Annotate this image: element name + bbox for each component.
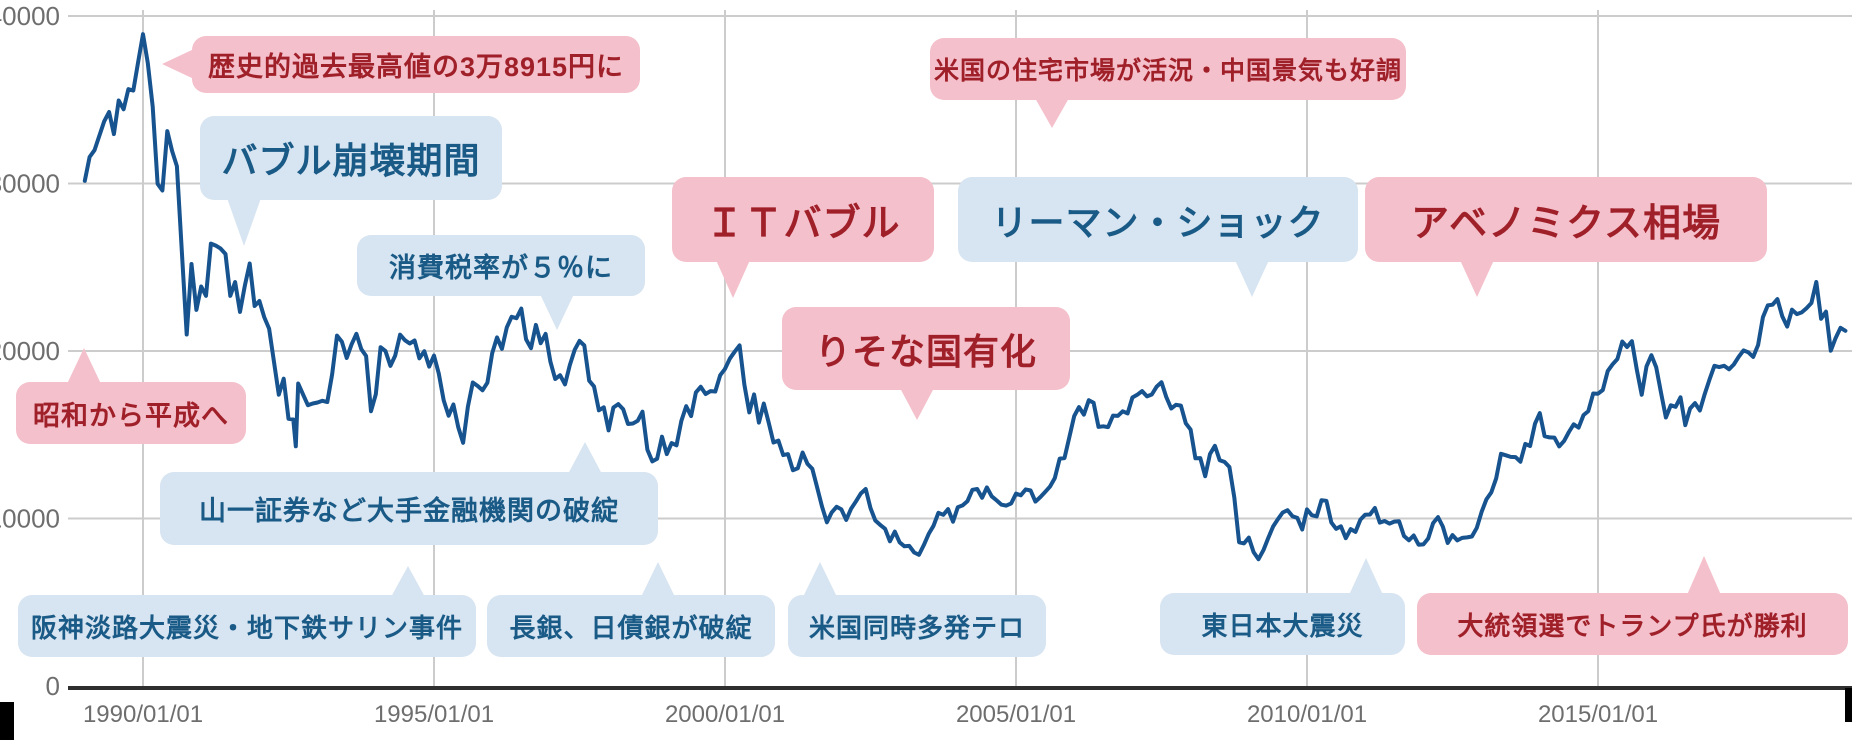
x-tick-label-2005: 2005/01/01	[956, 701, 1076, 728]
annotation-tail-hanshin-quake-sarin	[391, 566, 425, 597]
annotation-tail-bubble-collapse	[227, 198, 261, 246]
annotation-tail-yamaichi-failure	[568, 442, 602, 474]
annotation-hanshin-quake-sarin: 阪神淡路大震災・地下鉄サリン事件	[18, 595, 476, 657]
annotation-tail-showa-to-heisei	[67, 348, 101, 384]
y-tick-label-40000: 40000	[0, 1, 60, 31]
annotation-label-it-bubble: ＩＴバブル	[705, 203, 901, 245]
annotation-tail-ltcb-ncb-failure	[641, 562, 675, 597]
annotation-tail-consumption-tax	[540, 294, 574, 330]
annotation-yamaichi-failure: 山一証券など大手金融機関の破綻	[160, 472, 658, 545]
annotation-label-us-housing: 米国の住宅市場が活況・中国景気も好調	[933, 57, 1402, 85]
annotation-consumption-tax: 消費税率が５％に	[357, 235, 645, 296]
annotation-label-us-terror-attacks: 米国同時多発テロ	[808, 612, 1025, 643]
annotation-historic-high: 歴史的過去最高値の3万8915円に	[192, 36, 640, 93]
x-tick-label-2010: 2010/01/01	[1247, 701, 1367, 728]
annotation-tail-historic-high	[162, 49, 194, 79]
annotation-tohoku-earthquake: 東日本大震災	[1160, 593, 1405, 655]
annotation-tail-tohoku-earthquake	[1349, 558, 1383, 595]
annotation-tail-trump-election	[1687, 556, 1721, 595]
annotation-tail-lehman-shock	[1235, 260, 1269, 297]
annotation-label-lehman-shock: リーマン・ショック	[991, 201, 1325, 243]
nikkei-line	[82, 32, 1848, 562]
annotation-showa-to-heisei: 昭和から平成へ	[16, 382, 246, 444]
y-tick-label-30000: 30000	[0, 169, 60, 199]
annotation-lehman-shock: リーマン・ショック	[958, 177, 1358, 262]
annotation-label-resona-nationalization: りそな国有化	[814, 330, 1037, 372]
annotation-label-bubble-collapse: バブル崩壊期間	[221, 140, 481, 181]
screen-corner-artifact-right	[1845, 688, 1852, 722]
annotation-label-trump-election: 大統領選でトランプ氏が勝利	[1457, 610, 1808, 641]
x-tick-label-2015: 2015/01/01	[1538, 701, 1658, 728]
x-tick-label-1995: 1995/01/01	[374, 701, 494, 728]
annotation-label-tohoku-earthquake: 東日本大震災	[1201, 610, 1364, 641]
annotation-tail-abenomics	[1460, 260, 1494, 297]
x-tick-label-2000: 2000/01/01	[665, 701, 785, 728]
annotation-label-consumption-tax: 消費税率が５％に	[389, 253, 613, 283]
annotation-bubble-collapse: バブル崩壊期間	[200, 116, 502, 200]
annotation-tail-us-terror-attacks	[803, 562, 837, 597]
annotation-label-ltcb-ncb-failure: 長銀、日債銀が破綻	[509, 612, 753, 643]
x-tick-label-1990: 1990/01/01	[83, 701, 203, 728]
y-tick-label-0: 0	[46, 671, 60, 701]
annotation-trump-election: 大統領選でトランプ氏が勝利	[1417, 593, 1848, 655]
y-tick-label-20000: 20000	[0, 336, 60, 366]
annotation-us-housing: 米国の住宅市場が活況・中国景気も好調	[930, 38, 1406, 100]
annotation-label-historic-high: 歴史的過去最高値の3万8915円に	[207, 52, 625, 82]
annotation-label-yamaichi-failure: 山一証券など大手金融機関の破綻	[199, 496, 619, 526]
annotation-us-terror-attacks: 米国同時多発テロ	[788, 595, 1046, 657]
annotation-resona-nationalization: りそな国有化	[782, 307, 1070, 390]
annotation-tail-us-housing	[1035, 98, 1069, 128]
annotation-abenomics: アベノミクス相場	[1365, 177, 1767, 262]
annotation-tail-resona-nationalization	[900, 388, 934, 420]
annotation-label-abenomics: アベノミクス相場	[1410, 203, 1722, 245]
annotation-label-hanshin-quake-sarin: 阪神淡路大震災・地下鉄サリン事件	[30, 612, 463, 643]
annotation-tail-it-bubble	[716, 260, 750, 298]
annotation-label-showa-to-heisei: 昭和から平成へ	[33, 400, 229, 431]
annotation-it-bubble: ＩＴバブル	[672, 177, 934, 262]
annotation-ltcb-ncb-failure: 長銀、日債銀が破綻	[487, 595, 775, 657]
y-tick-label-10000: 10000	[0, 504, 60, 534]
screen-corner-artifact-left	[0, 702, 14, 740]
